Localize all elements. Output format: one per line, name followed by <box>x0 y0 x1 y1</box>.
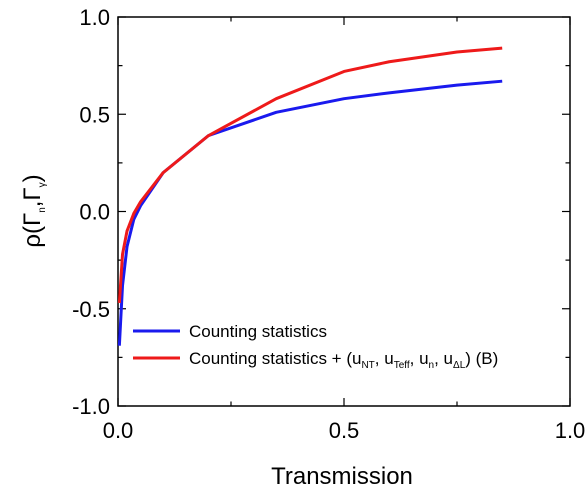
y-tick-label: -1.0 <box>72 394 110 419</box>
plot-border <box>117 16 571 407</box>
y-tick-label: 0.5 <box>79 102 110 127</box>
axis-ticks <box>117 16 571 407</box>
legend-label-counting-statistics-b: Counting statistics + (uNT, uTeff, un, u… <box>189 349 498 371</box>
legend-label-counting-statistics: Counting statistics <box>189 322 327 341</box>
y-tick-label: 1.0 <box>79 5 110 30</box>
plot-frame <box>117 16 571 407</box>
series-lines <box>117 46 503 346</box>
x-tick-label: 0.0 <box>103 418 134 443</box>
legend: Counting statistics Counting statistics … <box>133 322 498 371</box>
x-axis-title: Transmission <box>271 463 413 490</box>
x-tick-label: 0.5 <box>329 418 360 443</box>
series-line-counting-statistics-b <box>117 46 503 304</box>
y-axis-title: ρ(Γn,Γγ) <box>19 174 48 247</box>
series-line-counting-statistics <box>117 79 503 346</box>
tick-labels: 0.0 0.5 1.0 -1.0 -0.5 0.0 0.5 1.0 <box>72 5 585 443</box>
x-tick-label: 1.0 <box>555 418 586 443</box>
y-tick-label: 0.0 <box>79 200 110 225</box>
y-tick-label: -0.5 <box>72 297 110 322</box>
